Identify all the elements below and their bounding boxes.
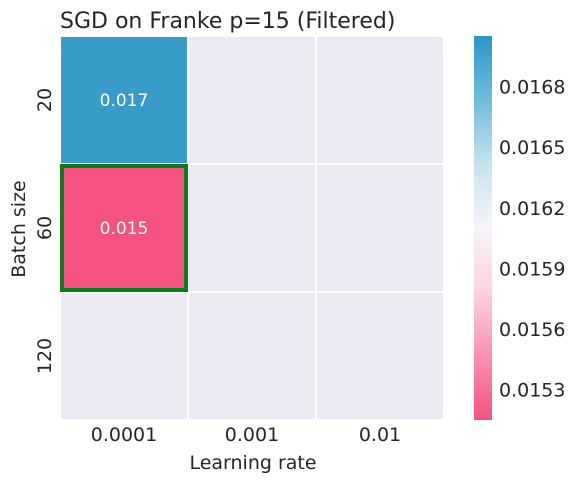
heatmap-cell-r0-c2 bbox=[315, 35, 445, 165]
heatmap-cell-r1-c1 bbox=[187, 163, 317, 293]
x-axis-label: Learning rate bbox=[189, 452, 316, 474]
y-tick-label: 120 bbox=[34, 338, 56, 374]
heatmap-cells bbox=[59, 35, 445, 421]
x-tick-label: 0.001 bbox=[225, 424, 279, 446]
colorbar-tick-label: 0.0162 bbox=[499, 198, 565, 220]
colorbar-tick-label: 0.0153 bbox=[499, 380, 565, 402]
cell-value-label: 0.015 bbox=[100, 219, 149, 239]
colorbar-tick-label: 0.0156 bbox=[499, 319, 565, 341]
colorbar-tick-label: 0.0165 bbox=[499, 137, 565, 159]
heatmap-cell-r1-c2 bbox=[315, 163, 445, 293]
colorbar-tick-label: 0.0159 bbox=[499, 258, 565, 280]
colorbar-ticks: 0.0153 0.0156 0.0159 0.0162 0.0165 0.0168 bbox=[499, 77, 565, 402]
chart-title: SGD on Franke p=15 (Filtered) bbox=[60, 9, 395, 34]
x-tick-label: 0.01 bbox=[359, 424, 401, 446]
heatmap-cell-r2-c0 bbox=[59, 291, 189, 421]
heatmap-cell-labels: 0.017 0.015 bbox=[100, 91, 149, 239]
heatmap-cell-r2-c2 bbox=[315, 291, 445, 421]
heatmap-cell-r0-c1 bbox=[187, 35, 317, 165]
colorbar bbox=[474, 36, 492, 420]
heatmap-cell-r2-c1 bbox=[187, 291, 317, 421]
y-axis-ticks: 20 60 120 bbox=[34, 88, 56, 374]
heatmap-cell-r0-c0 bbox=[59, 35, 189, 165]
x-axis-ticks: 0.0001 0.001 0.01 bbox=[91, 424, 401, 446]
best-cell-highlight bbox=[60, 164, 188, 292]
colorbar-tick-label: 0.0168 bbox=[499, 77, 565, 99]
y-tick-label: 20 bbox=[34, 88, 56, 112]
y-tick-label: 60 bbox=[34, 216, 56, 240]
x-tick-label: 0.0001 bbox=[91, 424, 157, 446]
colorbar-gradient bbox=[474, 36, 492, 420]
heatmap-cell-r1-c0 bbox=[59, 163, 189, 293]
cell-value-label: 0.017 bbox=[100, 91, 149, 111]
y-axis-label: Batch size bbox=[8, 180, 30, 278]
